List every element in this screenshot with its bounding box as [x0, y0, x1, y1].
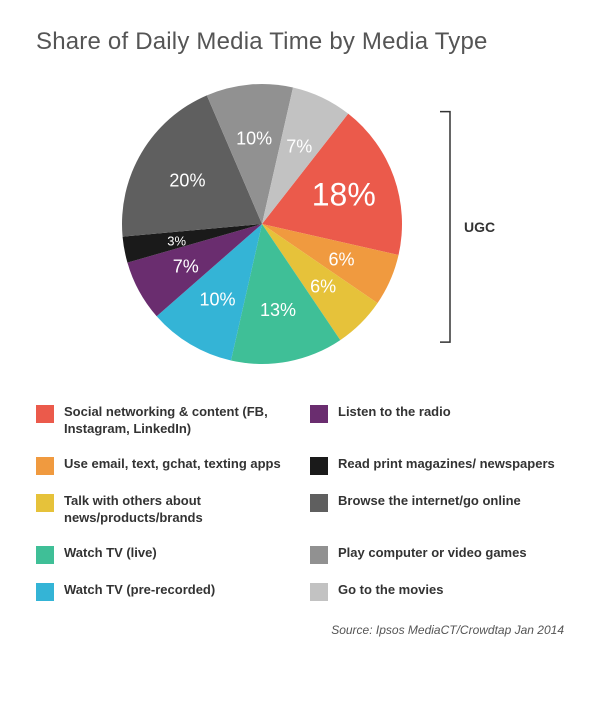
- legend-text-social: Social networking & content (FB, Instagr…: [64, 404, 290, 438]
- legend-item-email: Use email, text, gchat, texting apps: [36, 456, 290, 475]
- source-text: Source: Ipsos MediaCT/Crowdtap Jan 2014: [36, 623, 564, 637]
- pie-label-radio: 7%: [173, 256, 199, 276]
- legend-item-talk: Talk with others about news/products/bra…: [36, 493, 290, 527]
- page: Share of Daily Media Time by Media Type …: [0, 0, 600, 665]
- legend-swatch-tv_rec: [36, 583, 54, 601]
- legend-item-print: Read print magazines/ newspapers: [310, 456, 564, 475]
- legend-text-print: Read print magazines/ newspapers: [338, 456, 555, 473]
- legend-swatch-print: [310, 457, 328, 475]
- legend-text-movies: Go to the movies: [338, 582, 443, 599]
- pie-label-talk: 6%: [310, 276, 336, 296]
- legend-text-tv_live: Watch TV (live): [64, 545, 157, 562]
- legend-swatch-games: [310, 546, 328, 564]
- pie-label-print: 3%: [167, 233, 186, 248]
- legend-item-radio: Listen to the radio: [310, 404, 564, 438]
- legend-text-browse: Browse the internet/go online: [338, 493, 521, 510]
- legend-text-email: Use email, text, gchat, texting apps: [64, 456, 281, 473]
- ugc-bracket-icon: UGC: [436, 88, 516, 353]
- pie-label-social: 18%: [312, 176, 376, 212]
- legend-item-social: Social networking & content (FB, Instagr…: [36, 404, 290, 438]
- ugc-label: UGC: [464, 219, 495, 235]
- legend-text-games: Play computer or video games: [338, 545, 527, 562]
- legend-text-radio: Listen to the radio: [338, 404, 451, 421]
- chart-area: 18%6%6%13%10%7%3%20%10%7% UGC: [36, 74, 564, 374]
- pie-label-browse: 20%: [169, 170, 205, 190]
- legend-item-tv_live: Watch TV (live): [36, 545, 290, 564]
- ugc-bracket-path: [440, 112, 450, 342]
- pie-chart: 18%6%6%13%10%7%3%20%10%7%: [112, 74, 412, 374]
- legend: Social networking & content (FB, Instagr…: [36, 404, 564, 601]
- pie-label-games: 10%: [236, 128, 272, 148]
- pie-label-tv_live: 13%: [260, 300, 296, 320]
- legend-text-tv_rec: Watch TV (pre-recorded): [64, 582, 215, 599]
- legend-item-games: Play computer or video games: [310, 545, 564, 564]
- pie-label-movies: 7%: [286, 136, 312, 156]
- pie-holder: 18%6%6%13%10%7%3%20%10%7%: [112, 74, 412, 379]
- legend-swatch-tv_live: [36, 546, 54, 564]
- ugc-annotation: UGC: [436, 88, 516, 358]
- pie-label-email: 6%: [329, 250, 355, 270]
- pie-label-tv_rec: 10%: [200, 289, 236, 309]
- legend-item-browse: Browse the internet/go online: [310, 493, 564, 527]
- legend-swatch-talk: [36, 494, 54, 512]
- page-title: Share of Daily Media Time by Media Type: [36, 28, 564, 56]
- legend-swatch-movies: [310, 583, 328, 601]
- legend-swatch-browse: [310, 494, 328, 512]
- legend-text-talk: Talk with others about news/products/bra…: [64, 493, 290, 527]
- legend-swatch-email: [36, 457, 54, 475]
- legend-swatch-social: [36, 405, 54, 423]
- legend-swatch-radio: [310, 405, 328, 423]
- legend-item-movies: Go to the movies: [310, 582, 564, 601]
- legend-item-tv_rec: Watch TV (pre-recorded): [36, 582, 290, 601]
